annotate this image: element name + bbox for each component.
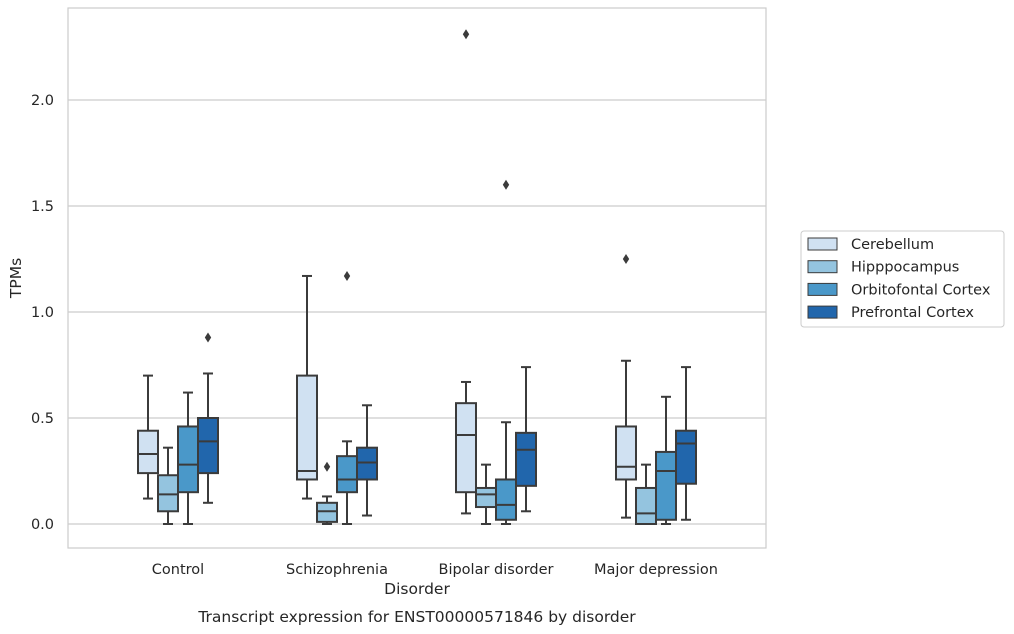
box-group: [475, 463, 497, 525]
legend-swatch: [807, 260, 838, 274]
outlier-point: [204, 332, 212, 343]
box-iqr: [137, 429, 159, 475]
x-tick-labels: Control Schizophrenia Bipolar disorder Majo…: [152, 562, 718, 578]
legend-label: Cerebellum: [851, 237, 934, 253]
box-iqr: [635, 486, 657, 525]
legend-label: Orbitofontal Cortex: [851, 282, 991, 298]
y-tick-label: 2.0: [31, 93, 54, 109]
box-group: [316, 461, 338, 525]
box-iqr: [615, 425, 637, 481]
box-groups: [137, 29, 697, 525]
box-iqr: [515, 431, 537, 487]
box-group: [675, 366, 697, 521]
legend-swatch: [807, 305, 838, 319]
x-axis-label: Disorder: [384, 580, 450, 598]
legend-frame: [800, 230, 1005, 328]
box-iqr: [675, 429, 697, 485]
y-tick-labels: 0.0 0.5 1.0 1.5 2.0: [31, 93, 54, 533]
box-group: [336, 270, 358, 525]
box-group: [296, 274, 318, 500]
outlier-point: [462, 29, 470, 40]
box-iqr: [177, 425, 199, 494]
x-tick-label: Control: [152, 562, 204, 578]
outlier-point: [622, 254, 630, 264]
plot-frame: [67, 7, 767, 549]
legend: Cerebellum Hipppocampus Orbitofontal Corte…: [800, 230, 1005, 328]
y-tick-label: 1.0: [31, 305, 54, 321]
legend-label: Prefrontal Cortex: [851, 305, 974, 321]
box-iqr: [157, 474, 179, 513]
box-group: [515, 366, 537, 513]
box-group: [157, 446, 179, 525]
box-group: [495, 179, 517, 525]
box-group: [356, 404, 378, 517]
box-iqr: [356, 446, 378, 481]
box-group: [455, 29, 477, 515]
box-group: [197, 332, 219, 504]
box-iqr: [655, 450, 677, 521]
box-group: [655, 395, 677, 525]
chart-title: Transcript expression for ENST0000057184…: [197, 608, 636, 626]
box-iqr: [455, 402, 477, 494]
box-group: [177, 391, 199, 525]
outlier-point: [343, 270, 351, 281]
y-tick-label: 0.5: [31, 411, 54, 427]
x-tick-label: Schizophrenia: [286, 562, 388, 578]
y-tick-label: 1.5: [31, 199, 54, 215]
outlier-point: [502, 179, 510, 190]
box-iqr: [316, 501, 338, 523]
box-group: [137, 374, 159, 500]
legend-swatch: [807, 282, 838, 296]
box-iqr: [336, 455, 358, 494]
x-tick-label: Major depression: [594, 562, 718, 578]
box-iqr: [197, 417, 219, 475]
box-iqr: [475, 486, 497, 509]
box-iqr: [495, 478, 517, 521]
legend-label: Hipppocampus: [851, 260, 959, 276]
legend-swatch: [807, 237, 838, 251]
box-iqr: [296, 374, 318, 481]
y-axis-label: TPMs: [7, 258, 25, 299]
x-tick-label: Bipolar disorder: [439, 562, 554, 578]
y-tick-label: 0.0: [31, 517, 54, 533]
outlier-point: [323, 461, 331, 472]
box-group: [635, 463, 657, 525]
box-group: [615, 254, 637, 519]
